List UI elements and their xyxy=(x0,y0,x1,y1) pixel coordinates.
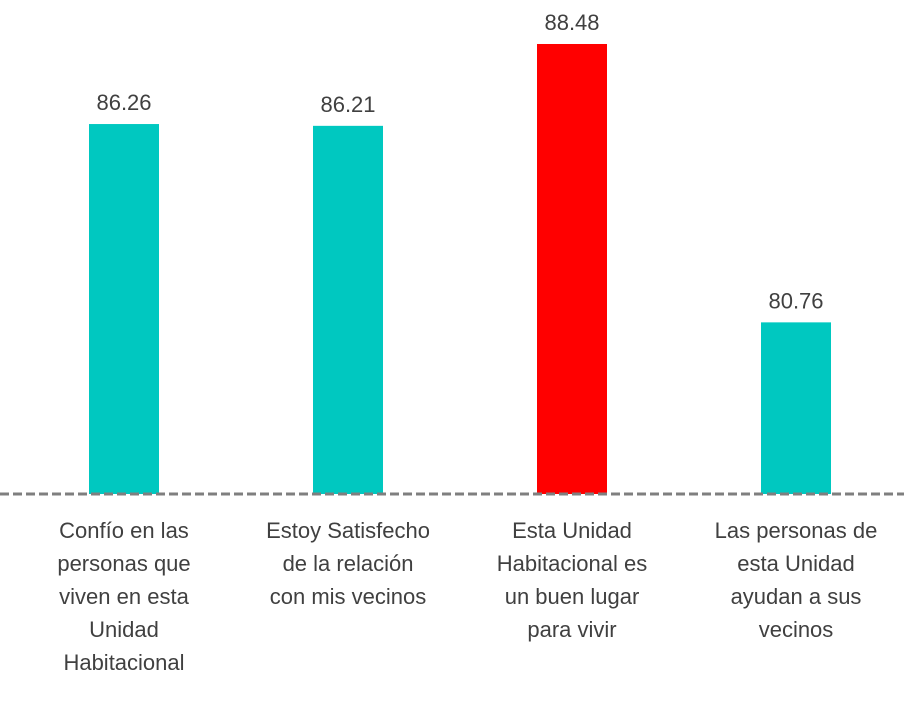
x-tick-label: Esta Unidad Habitacional es un buen luga… xyxy=(496,518,648,642)
data-label: 88.48 xyxy=(544,10,599,35)
x-tick-label: Las personas de esta Unidad ayudan a sus… xyxy=(714,518,878,642)
x-tick-label: Confío en las personas que viven en esta… xyxy=(57,518,191,675)
bar xyxy=(89,124,159,494)
data-label: 80.76 xyxy=(768,288,823,313)
x-tick-label: Estoy Satisfecho de la relación con mis … xyxy=(266,518,430,609)
data-label: 86.21 xyxy=(320,92,375,117)
bar xyxy=(761,322,831,494)
bar xyxy=(313,125,383,494)
data-label: 86.26 xyxy=(96,90,151,115)
bar xyxy=(537,43,607,494)
